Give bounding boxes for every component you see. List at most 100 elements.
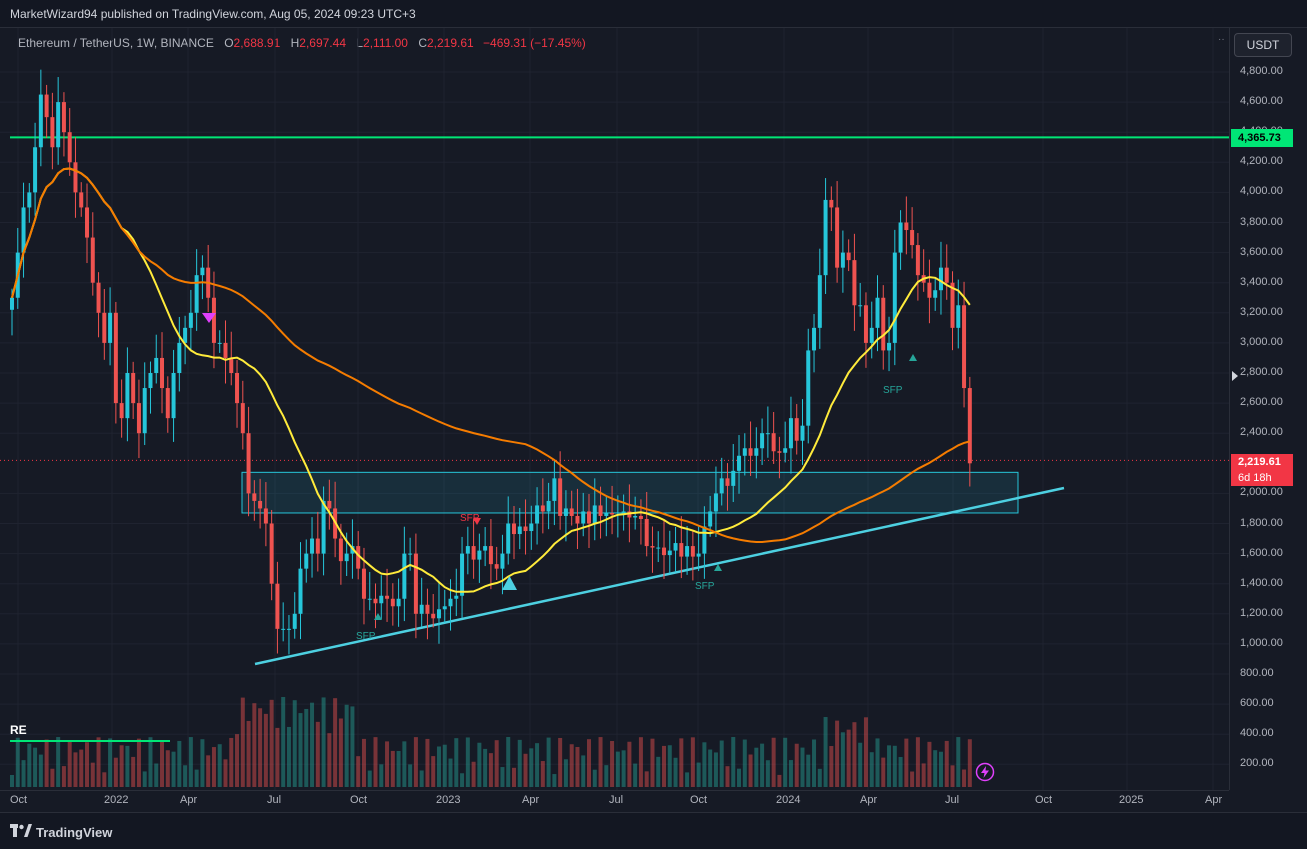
candle-body [627, 511, 632, 518]
candle-body [950, 282, 955, 328]
volume-bar [725, 766, 730, 787]
candle-body [431, 613, 436, 619]
moving-average-slow [11, 167, 971, 543]
close-value: 2,219.61 [426, 36, 474, 50]
volume-bar [719, 740, 724, 787]
volume-bar [454, 738, 459, 787]
candle-body [61, 102, 66, 133]
price-chart[interactable] [0, 28, 1229, 790]
candle-body [817, 275, 822, 328]
volume-bar [950, 765, 955, 787]
more-dots-icon[interactable]: ·· [1218, 34, 1225, 45]
volume-bar [812, 739, 817, 787]
volume-bar [194, 769, 199, 787]
candle-body [96, 282, 101, 313]
volume-bar [690, 737, 695, 787]
volume-bar [552, 774, 557, 787]
tradingview-brand[interactable]: TradingView [36, 825, 113, 840]
volume-bar [431, 756, 436, 787]
candle-body [760, 433, 765, 449]
candle-body [863, 305, 868, 343]
candle-body [840, 252, 845, 268]
price-axis[interactable]: 4,800.004,600.004,400.004,200.004,000.00… [1229, 28, 1307, 790]
candle-body [892, 252, 897, 343]
volume-bar [90, 762, 95, 787]
candle-body [200, 267, 205, 276]
candle-body [263, 508, 268, 524]
volume-bar [269, 699, 274, 787]
volume-bar [402, 741, 407, 787]
candle-body [148, 373, 153, 389]
candle-body [829, 199, 834, 208]
candle-body [79, 192, 84, 208]
candle-body [713, 493, 718, 512]
candle-body [529, 523, 534, 532]
volume-bar [679, 738, 684, 787]
volume-bar [263, 713, 268, 787]
volume-bar [79, 749, 84, 787]
candle-body [702, 526, 707, 554]
candle-body [85, 207, 90, 238]
candle-body [552, 478, 557, 501]
volume-bar [540, 761, 545, 787]
volume-bar [673, 757, 678, 787]
candle-body [298, 568, 303, 614]
candle-body [385, 595, 390, 599]
volume-bar [361, 738, 366, 787]
volume-bar [142, 771, 147, 787]
candle-body [662, 547, 667, 556]
volume-bar [483, 748, 488, 787]
volume-bar [708, 749, 713, 787]
change-value: −469.31 (−17.45%) [483, 36, 586, 50]
volume-bar [604, 765, 609, 787]
currency-button[interactable]: USDT [1234, 33, 1292, 57]
volume-bar [662, 745, 667, 787]
price-tick-label: 800.00 [1240, 667, 1274, 679]
candle-body [315, 538, 320, 554]
symbol-name[interactable]: Ethereum / TetherUS, 1W, BINANCE [18, 36, 214, 50]
volume-bar [875, 738, 880, 787]
candle-body [56, 102, 61, 148]
countdown-badge: 6d 18h [1231, 470, 1293, 486]
volume-bar [615, 751, 620, 787]
candle-body [171, 373, 176, 419]
time-tick-label: Apr [1205, 794, 1223, 806]
volume-bar [742, 739, 747, 787]
volume-bar [390, 750, 395, 787]
triangle-up-icon [714, 564, 722, 571]
volume-bar [315, 721, 320, 787]
volume-bar [413, 737, 418, 787]
volume-bar [581, 755, 586, 787]
volume-bar [610, 740, 615, 787]
volume-bar [881, 757, 886, 787]
volume-bar [852, 722, 857, 787]
candle-body [165, 388, 170, 419]
price-tick-label: 4,000.00 [1240, 185, 1283, 198]
candle-body [783, 448, 788, 453]
volume-bar [627, 741, 632, 787]
candle-body [696, 553, 701, 557]
time-axis[interactable]: Oct 2022 Apr Jul Oct 2023 Apr Jul Oct 2024 Apr Jul O… [0, 790, 1229, 812]
volume-bar [165, 750, 170, 787]
volume-bar [206, 755, 211, 787]
volume-bar [356, 756, 361, 787]
volume-bar [385, 741, 390, 787]
candle-body [962, 305, 967, 389]
candle-body [142, 388, 147, 434]
volume-bar [56, 737, 61, 787]
volume-bar [892, 745, 897, 787]
candle-body [938, 267, 943, 291]
candle-body [154, 357, 159, 373]
lightning-icon[interactable] [975, 762, 995, 782]
volume-bar [436, 746, 441, 787]
price-tick-label: 1,400.00 [1240, 576, 1283, 589]
volume-bar [621, 750, 626, 787]
candle-body [638, 515, 643, 519]
volume-bar [281, 697, 286, 787]
candle-body [794, 418, 799, 441]
price-tick-label: 1,000.00 [1240, 636, 1283, 649]
candle-body [506, 523, 511, 554]
volume-bar [846, 729, 851, 787]
volume-bar [258, 708, 263, 787]
volume-bar [800, 747, 805, 787]
